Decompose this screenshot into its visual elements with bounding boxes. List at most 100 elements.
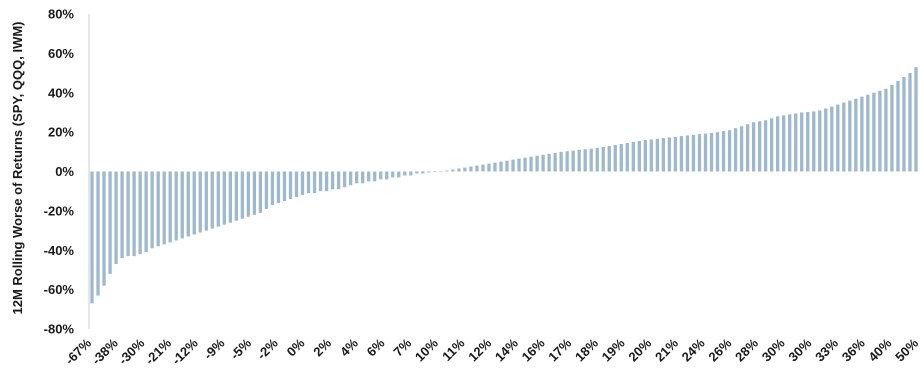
bar <box>216 171 220 227</box>
bar <box>373 171 377 182</box>
bar <box>547 153 551 172</box>
bar <box>643 140 647 172</box>
bar <box>812 111 816 172</box>
bar <box>884 88 888 172</box>
bar <box>788 114 792 172</box>
x-tick-label: 14% <box>492 335 521 364</box>
bar <box>721 131 726 172</box>
x-tick-label: 40% <box>865 335 894 364</box>
x-tick-label: 6% <box>364 335 388 359</box>
bar <box>445 170 449 172</box>
x-tick-label: -21% <box>142 335 174 367</box>
bar <box>625 142 629 172</box>
bar <box>836 104 840 172</box>
bar <box>210 171 214 229</box>
bar <box>96 171 100 296</box>
bar <box>517 158 521 172</box>
bar <box>794 113 798 172</box>
bar <box>312 171 317 194</box>
bar <box>330 171 335 190</box>
x-tick-label: 18% <box>572 335 601 364</box>
bar <box>878 90 882 172</box>
x-tick-label: 11% <box>439 335 468 364</box>
x-tick-label: 12% <box>465 335 494 364</box>
bar <box>463 167 467 172</box>
bar <box>739 126 744 172</box>
bar <box>613 144 617 172</box>
bar <box>872 92 876 172</box>
bar <box>697 134 702 172</box>
y-tick-label: 0% <box>55 164 74 179</box>
bar <box>890 84 894 172</box>
x-tick-label: 21% <box>652 335 681 364</box>
x-tick-label: 4% <box>337 335 361 359</box>
y-axis-ticks: 80% 60% 40% 20% 0% -20% -40% -60% -80% <box>44 7 75 337</box>
bar <box>192 171 196 235</box>
bar <box>709 132 714 172</box>
bar <box>391 171 395 178</box>
bar <box>126 171 130 257</box>
bar <box>144 171 148 253</box>
x-tick-label: 30% <box>759 335 788 364</box>
bar <box>830 106 834 172</box>
bar <box>667 137 672 172</box>
bar-series <box>90 67 918 304</box>
bar <box>246 171 251 217</box>
bar <box>757 121 762 172</box>
bar <box>469 166 473 172</box>
bar <box>589 148 593 172</box>
bar <box>727 130 732 172</box>
bar <box>571 150 575 172</box>
x-tick-label: 7% <box>390 335 414 359</box>
x-tick-label: 33% <box>812 335 841 364</box>
x-tick-label: 10% <box>412 335 441 364</box>
bar <box>577 149 581 172</box>
bar <box>354 171 359 184</box>
bar <box>294 171 299 198</box>
bar <box>180 171 184 239</box>
bar <box>896 80 900 172</box>
bar <box>282 171 287 202</box>
bar <box>421 171 425 174</box>
bar <box>655 138 660 172</box>
bar <box>156 171 160 247</box>
bar <box>264 171 269 209</box>
bar <box>336 171 341 190</box>
bar <box>553 152 557 172</box>
x-tick-label: 50% <box>892 335 921 364</box>
y-axis-label: 12M Rolling Worse of Returns (SPY, QQQ, … <box>10 21 25 314</box>
bar <box>541 154 545 172</box>
bar <box>619 143 623 172</box>
y-tick-label: 40% <box>48 85 74 100</box>
bar <box>276 171 281 203</box>
x-tick-label: -5% <box>227 335 254 362</box>
bar <box>174 171 178 241</box>
bar <box>150 171 154 249</box>
bar <box>409 171 413 176</box>
bar <box>427 171 431 173</box>
bar <box>306 171 311 194</box>
bar <box>228 171 232 223</box>
bar <box>800 112 804 172</box>
bar <box>559 151 563 172</box>
bar <box>258 171 263 213</box>
bar <box>367 171 371 182</box>
bar <box>138 171 142 255</box>
x-tick-label: -30% <box>115 335 147 367</box>
bar <box>379 171 383 180</box>
bar <box>806 112 810 172</box>
bar <box>523 157 527 172</box>
y-tick-label: 80% <box>48 7 74 22</box>
bar <box>649 139 654 172</box>
x-tick-label: 30% <box>785 335 814 364</box>
bar <box>529 156 533 172</box>
bar <box>673 136 678 172</box>
bar <box>186 171 190 237</box>
bar <box>114 171 118 265</box>
bar <box>481 164 485 172</box>
bar <box>733 128 738 172</box>
bar <box>776 116 780 172</box>
bar <box>288 171 293 200</box>
x-tick-label: 28% <box>732 335 761 364</box>
x-tick-label: 16% <box>519 335 548 364</box>
